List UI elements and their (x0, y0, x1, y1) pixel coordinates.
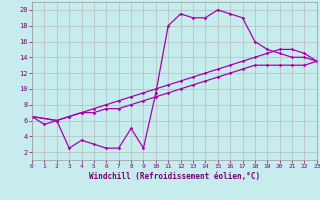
X-axis label: Windchill (Refroidissement éolien,°C): Windchill (Refroidissement éolien,°C) (89, 172, 260, 181)
